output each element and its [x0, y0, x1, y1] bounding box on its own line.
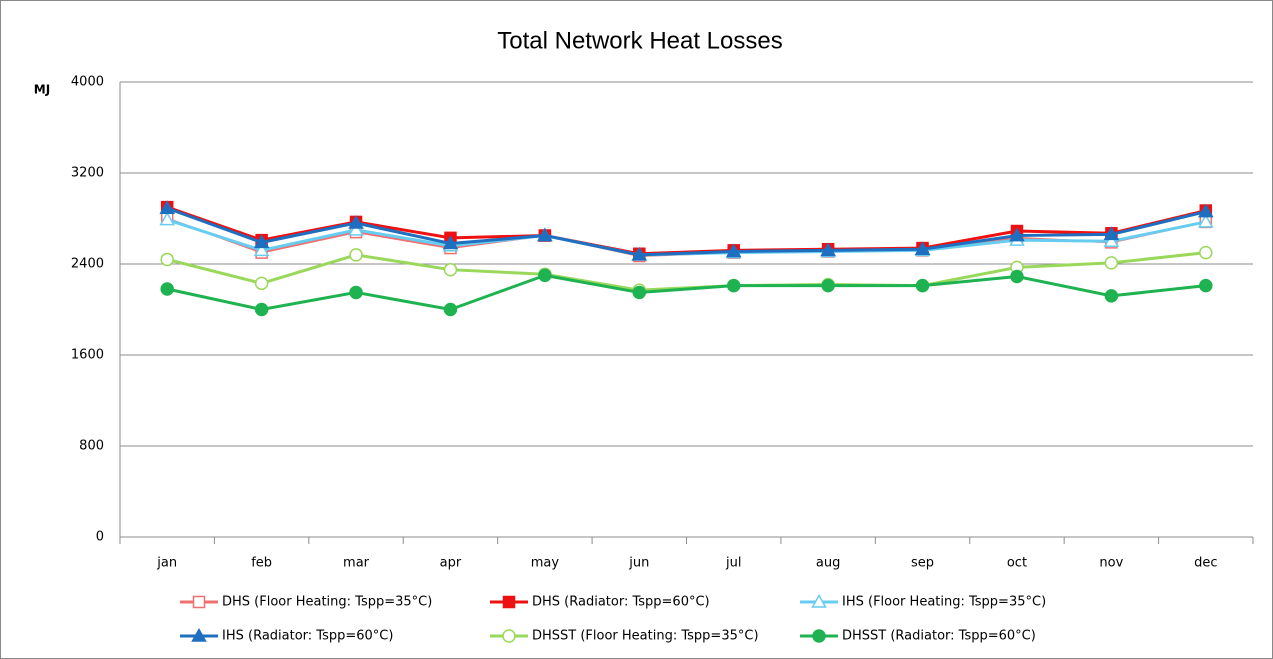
x-tick-label: sep [911, 556, 934, 571]
data-point [1199, 245, 1213, 260]
y-tick-label: 0 [96, 530, 104, 545]
data-point [254, 276, 269, 291]
data-point [443, 302, 458, 317]
data-point [821, 278, 835, 293]
y-axis-label: MJ [34, 83, 50, 97]
x-tick-label: jun [628, 556, 649, 571]
series-line [166, 206, 1207, 257]
data-point [253, 234, 270, 249]
x-tick-label: mar [343, 556, 370, 571]
data-point [726, 278, 741, 293]
data-point [349, 248, 363, 262]
legend-label: DHSST (Floor Heating: Tspp=35°C) [532, 629, 759, 644]
data-point [631, 246, 648, 261]
data-point [820, 242, 836, 257]
chart-title: Total Network Heat Losses [497, 27, 782, 54]
data-point [1103, 233, 1120, 247]
data-point [1198, 203, 1214, 218]
series-line [166, 273, 1206, 312]
data-point [253, 242, 270, 257]
x-tick-label: oct [1007, 556, 1027, 571]
data-point [442, 235, 459, 250]
x-tick-label: dec [1194, 556, 1217, 571]
x-tick-label: jan [156, 556, 177, 571]
data-point [537, 227, 553, 242]
x-tick-label: feb [251, 556, 272, 571]
legend-label: DHS (Floor Heating: Tspp=35°C) [222, 595, 432, 610]
data-point [349, 285, 363, 300]
data-point [914, 241, 931, 255]
data-point [160, 252, 174, 267]
legend-label: DHSST (Radiator: Tspp=60°C) [842, 629, 1036, 644]
data-point [1104, 256, 1119, 270]
data-point [348, 215, 364, 229]
x-tick-label: may [531, 556, 560, 571]
data-point [1198, 213, 1214, 228]
data-point [725, 243, 742, 258]
legend-label: DHS (Radiator: Tspp=60°C) [532, 595, 710, 610]
data-point [1009, 227, 1025, 242]
legend-marker [192, 595, 206, 609]
data-point [1199, 278, 1213, 293]
data-point [1010, 269, 1024, 284]
legend-marker [502, 629, 516, 643]
legend-marker [812, 629, 826, 643]
data-point [632, 285, 647, 300]
legend-marker [191, 627, 207, 642]
data-point [159, 200, 175, 215]
y-tick-label: 3200 [71, 166, 104, 181]
y-tick-label: 4000 [71, 75, 104, 90]
legend-marker [811, 593, 827, 608]
y-tick-label: 800 [79, 439, 104, 454]
data-point [254, 302, 269, 317]
x-tick-label: apr [440, 556, 462, 571]
x-tick-label: aug [816, 556, 840, 571]
x-tick-label: nov [1099, 556, 1123, 571]
legend-marker [502, 595, 516, 609]
data-point [538, 268, 552, 283]
legend-label: IHS (Floor Heating: Tspp=35°C) [842, 595, 1046, 610]
x-tick-label: jul [725, 556, 741, 571]
data-point [160, 282, 174, 296]
data-point [348, 221, 364, 236]
data-point [1103, 226, 1120, 241]
data-point [443, 262, 458, 277]
data-point [1104, 289, 1119, 303]
y-tick-label: 1600 [71, 348, 104, 363]
data-point [159, 211, 175, 226]
y-tick-label: 2400 [71, 257, 104, 272]
data-point [915, 278, 930, 293]
legend-label: IHS (Radiator: Tspp=60°C) [222, 629, 393, 644]
